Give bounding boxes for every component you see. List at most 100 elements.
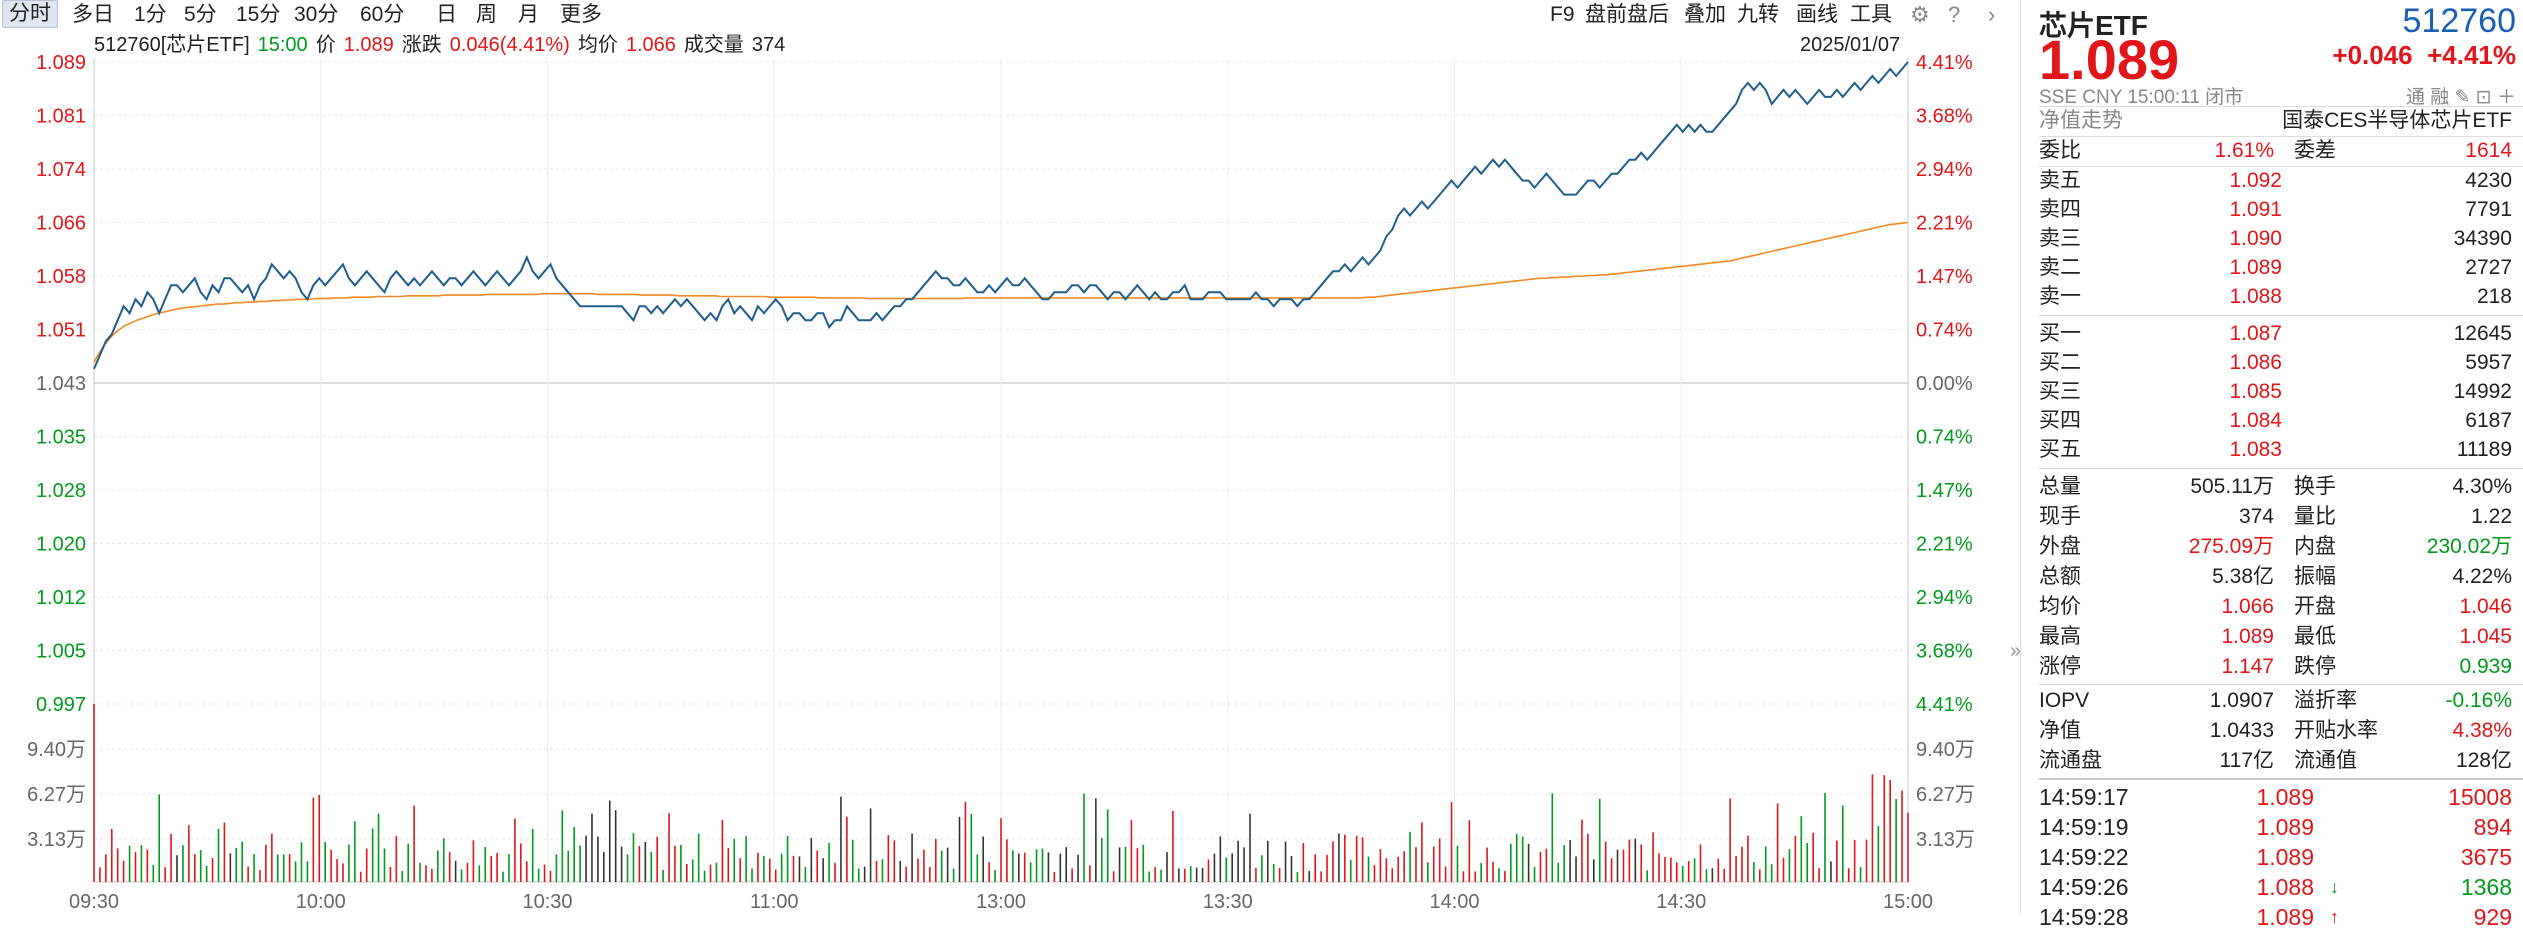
- gear-icon[interactable]: ⚙: [1910, 2, 1930, 27]
- info-change: 0.046(4.41%): [449, 34, 570, 56]
- net-value-label: 净值走势: [2039, 109, 2123, 132]
- period-tab-5[interactable]: 30分: [294, 3, 339, 26]
- period-tab-7[interactable]: 日: [436, 3, 457, 26]
- panel-tool-icons[interactable]: 通 融 ✎ ⊡ ＋: [2406, 82, 2516, 109]
- stat-label: 换手: [2294, 475, 2336, 498]
- ask-row: 卖二 1.089 2727: [2039, 253, 2523, 283]
- bid-row: 买三 1.085 14992: [2039, 377, 2523, 407]
- price-tick-label: 1.020: [36, 534, 86, 556]
- stat-value: 1.045: [2459, 625, 2512, 648]
- chevron-right-icon[interactable]: ›: [1988, 2, 1996, 27]
- period-tab-4[interactable]: 15分: [236, 3, 281, 26]
- stat-label: 总量: [2039, 475, 2081, 498]
- divider: [2039, 315, 2523, 316]
- bid-volume: 12645: [2453, 322, 2512, 345]
- market-status: SSE CNY 15:00:11 闭市: [2039, 87, 2244, 108]
- intraday-chart[interactable]: 1.089 4.41% 1.081 3.68% 1.074 2.94% 1.066 2.21%…: [0, 32, 2005, 913]
- bid-volume: 11189: [2456, 438, 2512, 461]
- net-value-row[interactable]: 净值走势 国泰CES半导体芯片ETF: [2039, 106, 2523, 136]
- stat-value: 1.089: [2221, 625, 2274, 648]
- tick-time: 14:59:19: [2039, 814, 2129, 840]
- pct-tick-label: 2.21%: [1916, 534, 1973, 556]
- stat-label: 量比: [2294, 505, 2336, 528]
- time-tick-label: 14:30: [1656, 891, 1706, 913]
- pct-tick-label: 1.47%: [1916, 266, 1973, 288]
- ask-price: 1.090: [2229, 227, 2282, 250]
- tick-time: 14:59:22: [2039, 844, 2129, 870]
- stat-value: 1.147: [2221, 655, 2274, 678]
- ask-price: 1.091: [2229, 198, 2282, 221]
- toolbar-tool-5[interactable]: 工具: [1850, 3, 1892, 26]
- fund-stat-value: 4.38%: [2452, 719, 2512, 742]
- toolbar-tool-3[interactable]: 九转: [1737, 3, 1779, 26]
- fund-stat-row: 净值 1.0433 开贴水率 4.38%: [2039, 716, 2523, 746]
- commission-ratio: 1.61%: [2214, 139, 2274, 162]
- period-tab-3[interactable]: 5分: [184, 3, 217, 26]
- ask-volume: 7791: [2465, 198, 2512, 221]
- pct-tick-label: 2.94%: [1916, 587, 1973, 609]
- stat-row: 总量 505.11万 换手 4.30%: [2039, 472, 2523, 502]
- period-tab-9[interactable]: 月: [518, 3, 539, 26]
- toolbar-tool-2[interactable]: 叠加: [1684, 3, 1726, 26]
- edit-icon[interactable]: ✎: [2454, 87, 2471, 108]
- price-tick-label: 1.005: [36, 641, 86, 663]
- tick-row: 14:59:28 1.089 ↑ 929: [2039, 902, 2523, 932]
- help-icon[interactable]: ?: [1948, 2, 1961, 27]
- price-tick-label: 1.028: [36, 480, 86, 502]
- period-tab-10[interactable]: 更多: [560, 3, 602, 26]
- chart-date: 2025/01/07: [1800, 34, 1901, 56]
- time-tick-label: 15:00: [1883, 891, 1933, 913]
- fund-stat-label: 开贴水率: [2294, 719, 2378, 742]
- price-tick-label: 1.066: [36, 213, 86, 235]
- volume-tick-label: 9.40万: [27, 739, 86, 761]
- tick-volume: 894: [2473, 814, 2512, 840]
- bid-label: 买三: [2039, 380, 2081, 403]
- price-change: +0.046 +4.41%: [2332, 40, 2516, 71]
- fund-stat-value: 1.0907: [2209, 689, 2274, 712]
- tick-time: 14:59:17: [2039, 784, 2129, 810]
- period-tab-6[interactable]: 60分: [360, 3, 405, 26]
- collapse-panel-icon[interactable]: »: [2010, 640, 2022, 662]
- period-tab-0[interactable]: 分时: [2, 0, 58, 28]
- stat-value: 4.22%: [2452, 565, 2512, 588]
- info-time: 15:00: [257, 34, 308, 56]
- pct-tick-label: 2.21%: [1916, 213, 1973, 235]
- tick-row: 14:59:19 1.089 894: [2039, 812, 2523, 842]
- bid-price: 1.083: [2229, 438, 2282, 461]
- stat-label: 现手: [2039, 505, 2081, 528]
- ask-label: 卖二: [2039, 256, 2081, 279]
- bid-price: 1.087: [2229, 322, 2282, 345]
- toolbar-tool-4[interactable]: 画线: [1796, 3, 1838, 26]
- fund-stat-row: 流通盘 117亿 流通值 128亿: [2039, 746, 2523, 776]
- divider: [2039, 684, 2523, 685]
- period-tab-2[interactable]: 1分: [134, 3, 167, 26]
- bid-row: 买一 1.087 12645: [2039, 319, 2523, 349]
- add-icon[interactable]: ＋: [2496, 87, 2516, 108]
- toolbar-tool-1[interactable]: 盘前盘后: [1585, 3, 1669, 26]
- divider: [2039, 778, 2523, 780]
- ask-volume: 34390: [2453, 227, 2512, 250]
- stat-row: 最高 1.089 最低 1.045: [2039, 622, 2523, 652]
- period-tab-8[interactable]: 周: [476, 3, 497, 26]
- change-label: 涨跌: [401, 34, 442, 56]
- ask-label: 卖五: [2039, 169, 2081, 192]
- bid-volume: 6187: [2465, 409, 2512, 432]
- chart-toolbar: 分时 多日 1分 5分 15分 30分 60分 日周月更多 F9 盘前盘后 叠加 九转 画线 工具 ⚙? ›: [0, 0, 2005, 32]
- price-tick-label: 1.035: [36, 427, 86, 449]
- pct-tick-label: 4.41%: [1916, 52, 1973, 74]
- ask-row: 卖五 1.092 4230: [2039, 166, 2523, 196]
- toolbar-tool-0[interactable]: F9: [1550, 3, 1575, 26]
- ask-row: 卖一 1.088 218: [2039, 282, 2523, 312]
- stat-row: 均价 1.066 开盘 1.046: [2039, 592, 2523, 622]
- period-tab-1[interactable]: 多日: [72, 3, 114, 26]
- fund-stat-value: 1.0433: [2209, 719, 2274, 742]
- stat-label: 总额: [2039, 565, 2081, 588]
- arrow-up-icon: ↑: [2330, 907, 2339, 927]
- ask-label: 卖四: [2039, 198, 2081, 221]
- change-value: +0.046: [2332, 40, 2413, 70]
- chart-info-line: 512760[芯片ETF] 15:00 价 1.089 涨跌 0.046(4.41%) 均价…: [94, 32, 793, 58]
- time-tick-label: 11:00: [750, 891, 799, 913]
- bid-price: 1.085: [2229, 380, 2282, 403]
- time-tick-label: 10:30: [522, 891, 572, 913]
- lock-icon[interactable]: ⊡: [2475, 87, 2492, 108]
